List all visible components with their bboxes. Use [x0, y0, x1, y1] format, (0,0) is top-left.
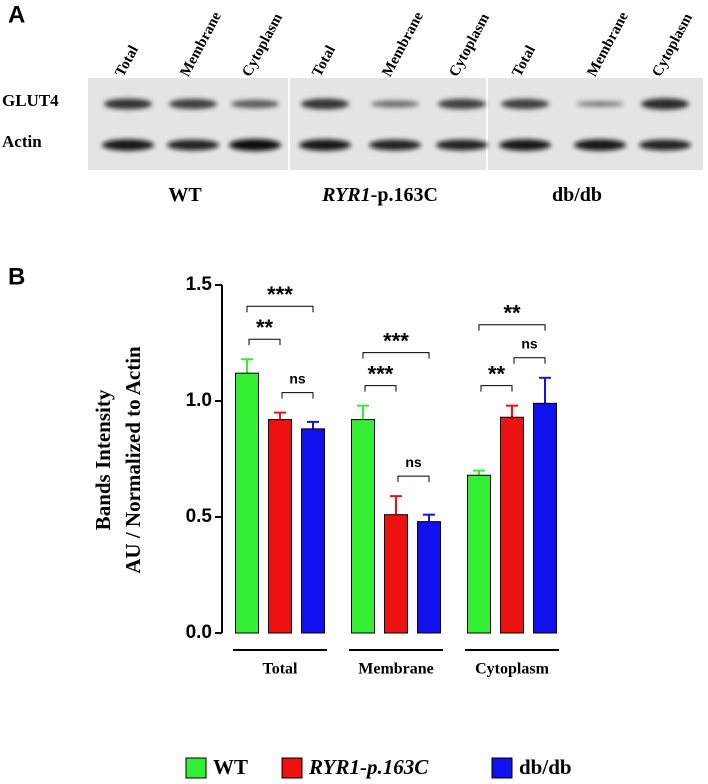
bar — [301, 428, 325, 634]
significance-label: ns — [521, 336, 538, 352]
band — [301, 98, 349, 110]
significance-label: ** — [503, 301, 521, 326]
legend-swatch — [185, 757, 207, 779]
lane-label: Total — [309, 43, 339, 79]
group-label: RYR1-p.163C — [321, 184, 438, 206]
significance-bracket — [397, 475, 430, 483]
band — [104, 98, 152, 110]
lane-label: Cytoplasm — [239, 10, 286, 79]
x-tick-label: Total — [263, 661, 299, 678]
blot-panel — [88, 78, 288, 170]
band — [501, 98, 549, 110]
band — [229, 139, 281, 151]
significance-bracket — [362, 352, 430, 359]
band — [436, 139, 488, 151]
bar — [417, 521, 441, 634]
band — [299, 139, 351, 151]
band — [576, 101, 624, 107]
y-axis-label: AU / Normalized to Actin — [121, 346, 145, 574]
y-axis-label: Bands Intensity — [91, 389, 115, 530]
significance-bracket — [364, 385, 397, 392]
significance-bracket — [248, 338, 281, 346]
band — [499, 139, 551, 151]
lane-label: Membrane — [379, 9, 427, 79]
lane-label: Cytoplasm — [649, 10, 696, 79]
bar — [268, 419, 292, 634]
significance-label: *** — [383, 328, 409, 353]
legend-label: RYR1-p.163C — [308, 755, 429, 779]
legend-swatch — [281, 757, 303, 779]
group-label-part: -p.163C — [371, 184, 438, 206]
group-label-part: db/db — [552, 184, 602, 206]
significance-bracket — [246, 305, 314, 313]
band — [231, 99, 279, 109]
significance-bracket — [513, 357, 546, 364]
bar — [500, 416, 524, 634]
y-tick-label: 0.0 — [186, 622, 212, 643]
band — [102, 139, 154, 151]
significance-label: ns — [289, 370, 306, 386]
significance-bracket — [480, 385, 513, 392]
bar — [351, 419, 375, 634]
significance-bracket — [478, 324, 546, 331]
lane-label: Total — [509, 43, 539, 79]
band — [369, 139, 421, 151]
y-tick-label: 0.5 — [186, 506, 213, 527]
band — [167, 139, 219, 151]
group-label: WT — [168, 184, 202, 206]
legend-swatch — [491, 757, 513, 779]
panel-label: B — [8, 263, 25, 290]
band — [169, 98, 217, 110]
significance-label: *** — [368, 361, 394, 386]
group-label-part: WT — [168, 184, 202, 206]
band — [438, 98, 486, 110]
x-tick-label: Membrane — [358, 661, 434, 678]
significance-label: *** — [267, 282, 293, 307]
blot-panel — [290, 78, 486, 170]
band — [639, 139, 691, 151]
row-label: GLUT4 — [2, 91, 59, 110]
bar — [384, 514, 408, 634]
band — [574, 139, 626, 151]
bar — [235, 372, 259, 634]
significance-label: ** — [488, 361, 506, 386]
legend-label: WT — [213, 755, 248, 779]
row-label: Actin — [2, 132, 42, 151]
bar — [467, 474, 491, 634]
significance-label: ns — [405, 454, 422, 470]
y-tick-label: 1.0 — [186, 390, 212, 411]
lane-label: Membrane — [177, 9, 225, 79]
group-label: db/db — [552, 184, 602, 206]
legend-label: db/db — [519, 755, 572, 779]
blot-panel — [488, 78, 703, 170]
panel-label: A — [8, 1, 25, 28]
bar — [533, 402, 557, 634]
significance-label: ** — [256, 315, 274, 340]
group-label-part: RYR1 — [321, 184, 371, 206]
lane-label: Membrane — [584, 9, 632, 79]
y-tick-label: 1.5 — [186, 274, 213, 295]
x-tick-label: Cytoplasm — [475, 661, 549, 678]
lane-label: Cytoplasm — [446, 10, 493, 79]
lane-label: Total — [112, 43, 142, 79]
band — [641, 98, 689, 110]
band — [371, 100, 419, 108]
significance-bracket — [281, 392, 314, 399]
